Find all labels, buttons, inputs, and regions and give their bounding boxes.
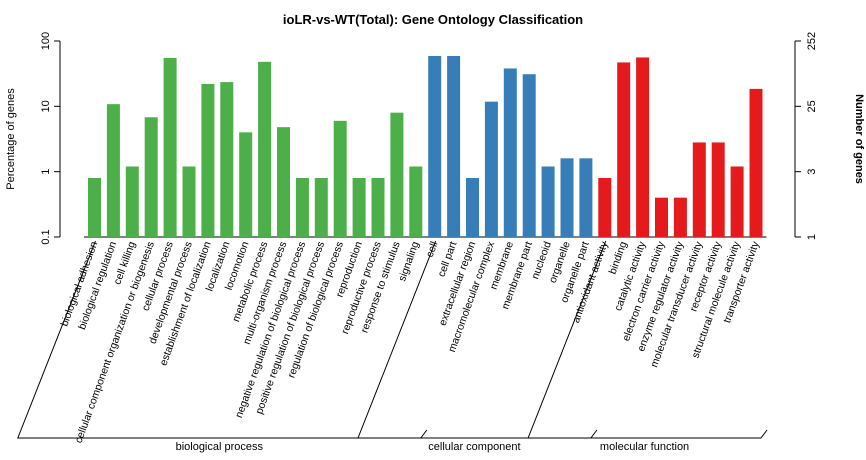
bar [314, 177, 328, 237]
group-label: molecular function [600, 441, 689, 453]
axes: 0.1 1 10 100 1 3 25 252 [40, 32, 818, 245]
bar [295, 177, 309, 237]
bar [88, 177, 101, 237]
bar [522, 74, 536, 237]
bars [88, 55, 763, 238]
y-right-tick-label: 3 [806, 169, 818, 175]
y-left-tick-label: 100 [40, 32, 52, 50]
bar [277, 127, 290, 237]
bar [730, 166, 744, 237]
bar [541, 166, 555, 237]
bar [749, 88, 763, 237]
chart-title: ioLR-vs-WT(Total): Gene Ontology Classif… [283, 12, 583, 27]
y-axis-left-title: Percentage of genes [5, 88, 17, 190]
bar [144, 117, 158, 237]
bar [484, 101, 498, 237]
bar [409, 166, 423, 237]
group-bracket [357, 240, 598, 439]
bar [503, 68, 517, 238]
bar [692, 142, 706, 237]
bar [447, 55, 461, 237]
bar [428, 55, 442, 237]
y-left-tick-label: 10 [40, 100, 52, 112]
bar [598, 177, 612, 237]
bar [617, 62, 631, 237]
y-left-tick-label: 0.1 [40, 229, 52, 244]
group-bracket [527, 240, 768, 439]
bar [636, 57, 650, 237]
bar [125, 166, 139, 237]
bar [466, 177, 479, 237]
bar [352, 177, 366, 237]
y-right-tick-label: 252 [806, 32, 818, 50]
bar [106, 104, 120, 237]
bar [655, 197, 668, 237]
bar [220, 82, 234, 237]
group-brackets: biological process cellular component mole… [17, 240, 768, 453]
bar [711, 142, 725, 237]
bar [560, 158, 574, 237]
y-left-tick-label: 1 [40, 169, 52, 175]
y-axis-right-title: Number of genes [853, 94, 865, 184]
bar [390, 112, 404, 237]
bar [182, 166, 196, 237]
bar [239, 132, 253, 237]
bar [258, 61, 272, 237]
bar [673, 197, 687, 237]
y-right-tick-label: 1 [806, 234, 818, 240]
bar [333, 120, 347, 237]
bar [371, 177, 385, 237]
y-right-tick-label: 25 [806, 100, 818, 112]
bar [579, 158, 593, 237]
group-label: biological process [176, 441, 264, 453]
group-label: cellular component [428, 441, 520, 453]
group-bracket [17, 240, 428, 439]
bar [201, 83, 215, 237]
bar [163, 57, 177, 238]
